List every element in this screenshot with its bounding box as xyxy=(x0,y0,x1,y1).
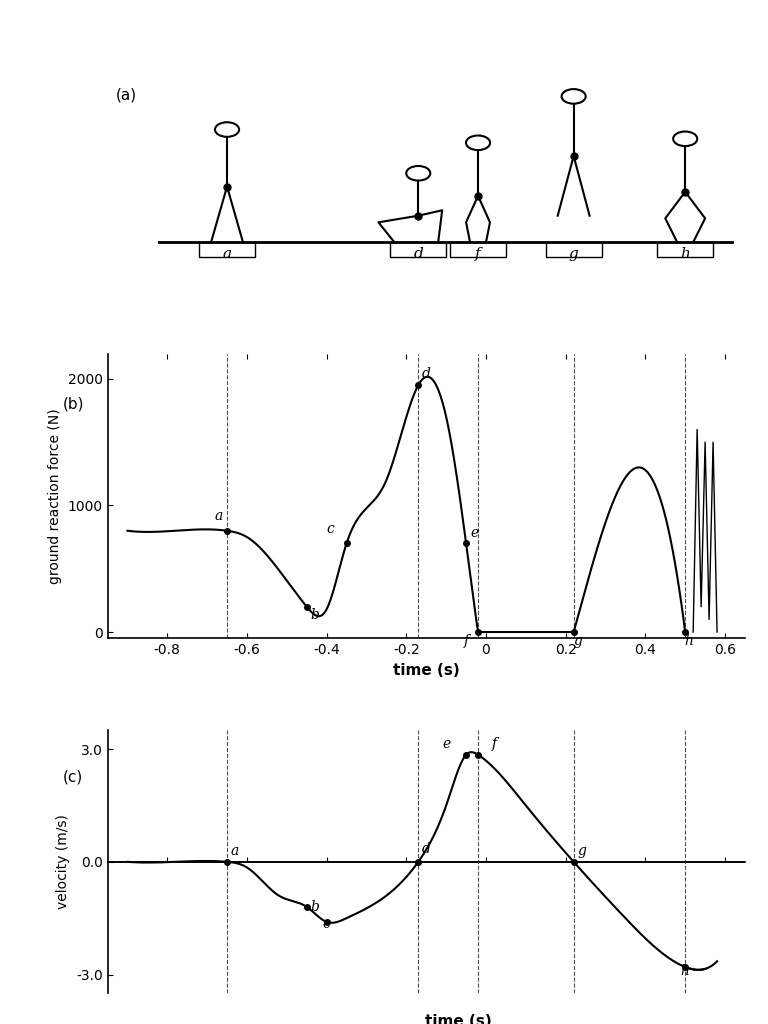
Text: (c): (c) xyxy=(63,770,83,784)
Y-axis label: velocity (m/s): velocity (m/s) xyxy=(56,814,71,909)
Text: a: a xyxy=(215,509,223,523)
Bar xyxy=(390,243,446,257)
X-axis label: time (s): time (s) xyxy=(393,663,459,678)
Bar xyxy=(657,243,713,257)
Circle shape xyxy=(561,89,586,103)
Text: g: g xyxy=(569,248,578,261)
Circle shape xyxy=(406,166,430,180)
Text: a: a xyxy=(223,248,232,261)
Text: e: e xyxy=(442,737,450,751)
Text: (b): (b) xyxy=(63,396,84,412)
Text: f: f xyxy=(464,635,468,648)
Text: d: d xyxy=(422,842,431,856)
Text: h: h xyxy=(680,248,690,261)
Circle shape xyxy=(215,122,239,137)
Text: d: d xyxy=(413,248,423,261)
Text: b: b xyxy=(310,900,319,914)
Text: h: h xyxy=(680,965,690,978)
Circle shape xyxy=(466,135,490,151)
Text: g: g xyxy=(578,844,586,858)
Text: g: g xyxy=(573,635,582,648)
Circle shape xyxy=(673,131,697,146)
Y-axis label: ground reaction force (N): ground reaction force (N) xyxy=(48,409,62,584)
Text: (a): (a) xyxy=(115,88,137,103)
Text: b: b xyxy=(310,608,319,622)
Text: f: f xyxy=(475,248,481,261)
Bar xyxy=(546,243,601,257)
Bar xyxy=(450,243,506,257)
Text: f: f xyxy=(492,737,497,751)
Bar xyxy=(199,243,255,257)
Text: d: d xyxy=(422,368,431,381)
X-axis label: time (s): time (s) xyxy=(425,1015,492,1024)
Text: h: h xyxy=(685,635,694,648)
Text: a: a xyxy=(231,844,239,858)
Text: c: c xyxy=(323,918,330,931)
Text: e: e xyxy=(470,525,478,540)
Text: c: c xyxy=(326,522,335,536)
